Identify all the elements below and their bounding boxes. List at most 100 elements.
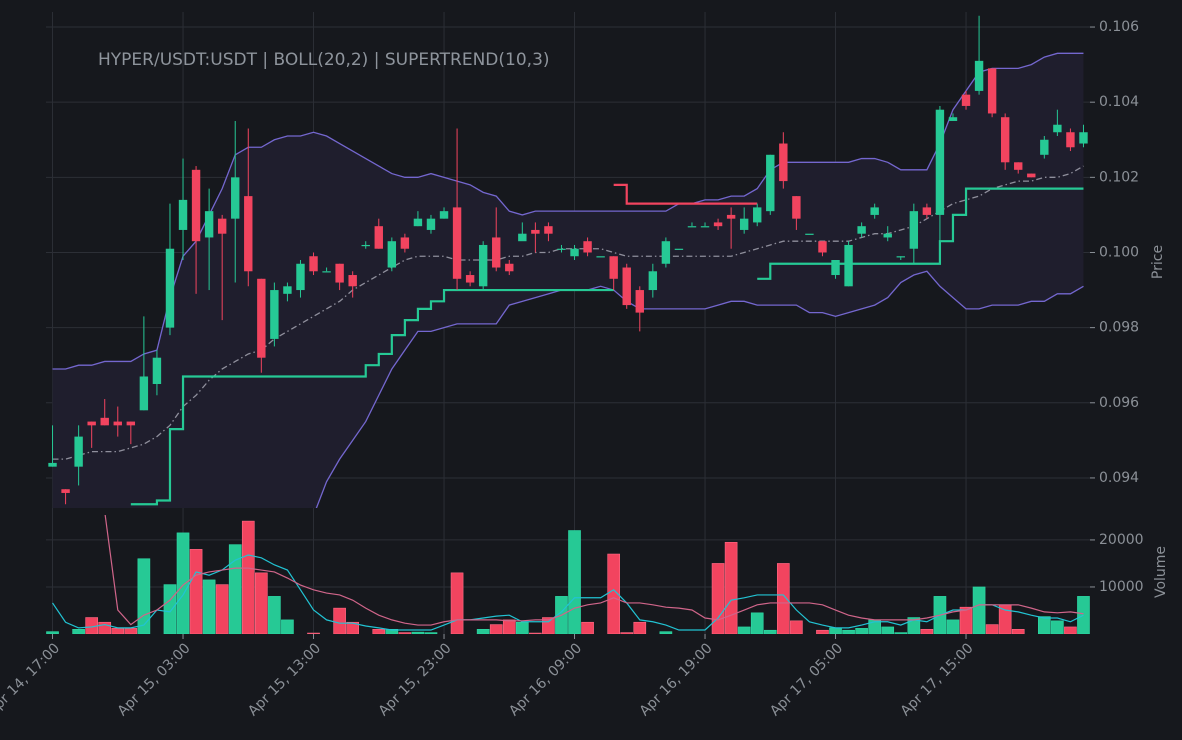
candle-body (857, 226, 866, 234)
x-tick-label: Apr 14, 17:00 (0, 640, 63, 719)
volume-bar (750, 612, 764, 634)
volume-bar (489, 624, 503, 634)
volume-bar (215, 584, 229, 634)
candle-body (1000, 117, 1010, 163)
candle-body (674, 248, 684, 250)
candle-body (48, 462, 57, 467)
y-tick-label: 0.102 (1099, 169, 1139, 185)
y-axis-label: Volume (1153, 546, 1169, 598)
y-tick-label: 0.098 (1099, 320, 1139, 336)
candle-body (1040, 139, 1049, 155)
candle-body (713, 222, 723, 227)
candle-body (204, 211, 214, 238)
supertrend-line (613, 183, 758, 205)
y-tick-label: 0.106 (1099, 19, 1139, 35)
supertrend-line (130, 187, 1084, 506)
candle-body (492, 237, 501, 268)
volume-bar (98, 621, 112, 634)
candle-body (883, 233, 892, 238)
volume-bar (281, 619, 294, 634)
y-tick-label: 10000 (1099, 579, 1144, 595)
volume-bar (450, 572, 464, 634)
y-tick-label: 0.104 (1099, 94, 1139, 110)
candle-body (570, 248, 579, 257)
candle-body (126, 421, 136, 426)
candle-body (348, 275, 357, 287)
volume-bar (855, 628, 868, 634)
candle-body (687, 226, 697, 228)
candle-body (270, 290, 279, 339)
candle-body (374, 226, 383, 249)
volume-bar (372, 628, 386, 634)
candle-body (191, 169, 201, 242)
volume-bar (241, 520, 255, 634)
volume-bar (829, 627, 842, 634)
volume-panel (46, 515, 1090, 634)
candle-body (557, 248, 566, 250)
candle-body (465, 275, 475, 283)
volume-bar (842, 629, 855, 634)
candle-body (1027, 173, 1036, 178)
x-tick-label: Apr 16, 09:00 (506, 640, 585, 719)
candle-body (283, 286, 292, 294)
volume-bar (268, 596, 281, 634)
candle-body (165, 248, 175, 328)
candle-body (518, 233, 527, 242)
volume-bar (737, 626, 751, 634)
volume-bar (529, 632, 542, 634)
volume-bar (228, 544, 242, 634)
volume-ma-line (104, 515, 1084, 626)
candle-body (426, 218, 436, 230)
volume-bar (1077, 596, 1090, 634)
candle-body (622, 267, 631, 306)
volume-bar (763, 629, 777, 634)
volume-bar (985, 624, 999, 634)
volume-bar (411, 631, 425, 634)
y-tick-label: 0.096 (1099, 395, 1139, 411)
candle-body (596, 256, 605, 258)
candle-body (178, 199, 188, 230)
y-tick-label: 0.100 (1099, 244, 1139, 260)
volume-bar (398, 632, 412, 634)
volume-bar (176, 532, 190, 634)
volume-bar (255, 572, 268, 634)
candle-body (244, 196, 253, 272)
volume-bar (633, 621, 647, 634)
candle-body (87, 421, 96, 426)
candle-body (805, 233, 814, 235)
volume-bar (1064, 626, 1077, 634)
volume-bar (1051, 620, 1064, 634)
candle-body (296, 263, 305, 291)
volume-bar (72, 628, 85, 634)
chart-title: HYPER/USDT:USDT | BOLL(20,2) | SUPERTREN… (98, 50, 550, 70)
candle-body (609, 256, 618, 279)
volume-bar (202, 579, 216, 634)
candle-body (974, 60, 984, 91)
volume-ma-line (52, 554, 1084, 631)
candle-body (1066, 132, 1075, 148)
candle-body (100, 417, 109, 426)
volume-bar (124, 628, 138, 634)
candle-body (505, 263, 514, 272)
candle-body (478, 244, 488, 287)
candle-body (1053, 124, 1062, 133)
band-line (52, 165, 1084, 460)
x-tick-label: Apr 15, 03:00 (115, 640, 194, 719)
candle-body (726, 214, 736, 219)
candle-body (831, 260, 840, 276)
candle-body (544, 226, 553, 234)
volume-bar (111, 628, 125, 634)
candle-body (217, 218, 227, 234)
candle-body (322, 271, 331, 273)
candle-body (1014, 162, 1023, 170)
candle-body (961, 94, 971, 106)
volume-bar (137, 558, 151, 634)
candle-body (1079, 132, 1088, 144)
volume-bar (790, 620, 803, 634)
volume-bar (385, 628, 399, 634)
candle-body (870, 207, 879, 215)
candle-body (987, 68, 997, 114)
candle-body (361, 244, 370, 247)
candle-body (583, 241, 592, 253)
volume-bar (163, 584, 177, 634)
